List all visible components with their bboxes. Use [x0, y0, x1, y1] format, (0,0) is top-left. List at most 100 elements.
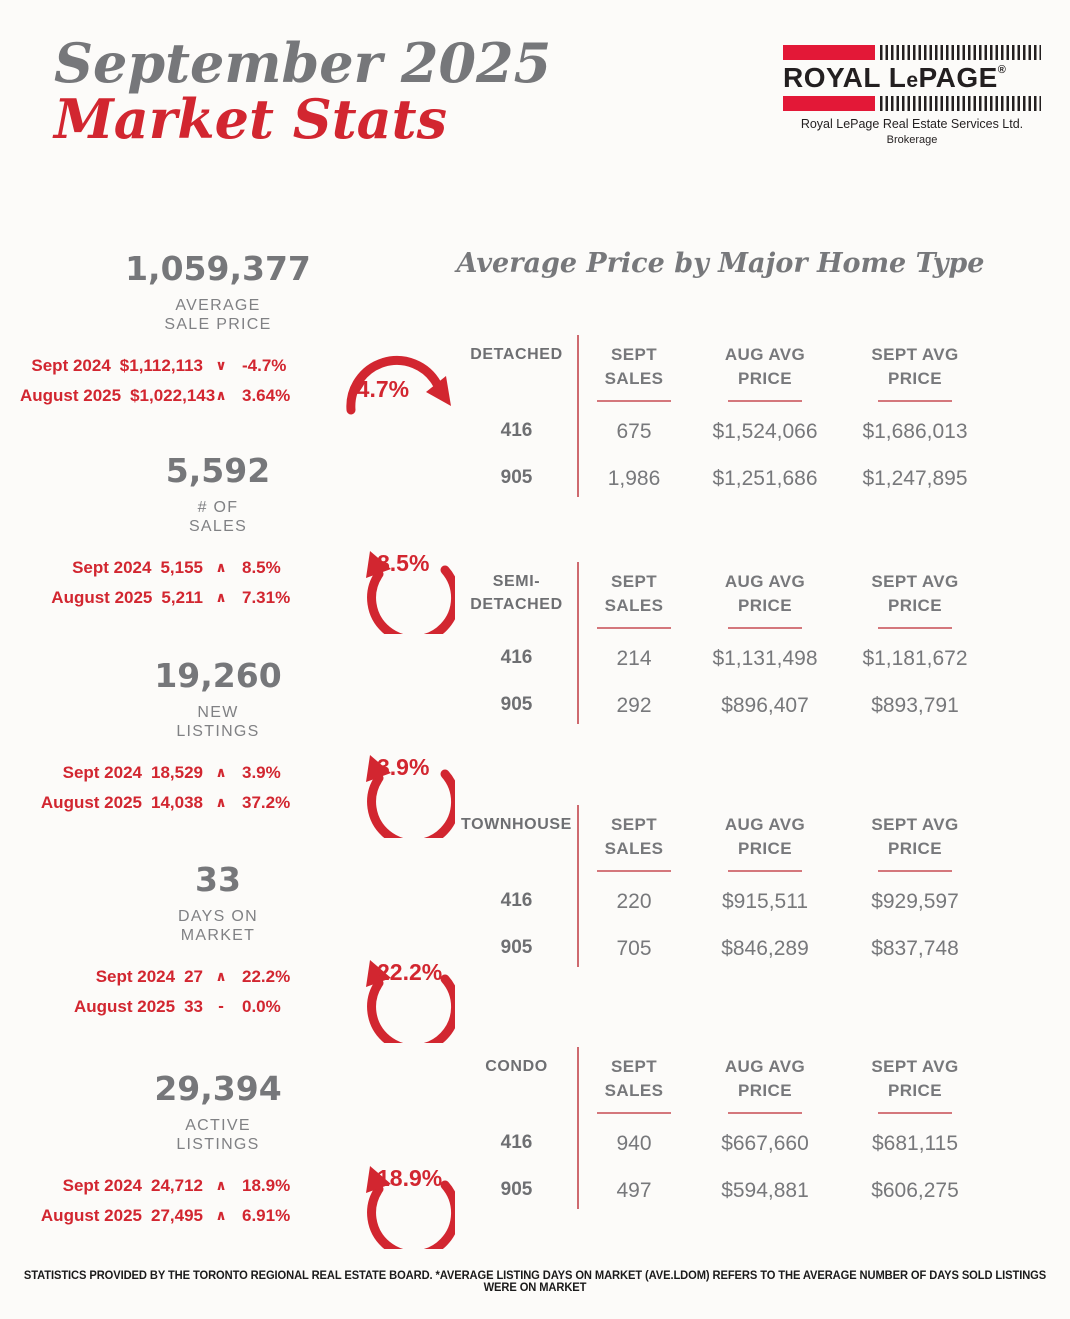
header-underline [728, 399, 802, 402]
trend-arrow-up: 8.5% [333, 548, 455, 634]
trend-arrow-up: 22.2% [333, 957, 455, 1043]
stat-active-listings: 29,394 ACTIVE LISTINGS Sept 2024 24,712 ∧… [8, 1070, 432, 1231]
region-label: 416 [500, 890, 533, 911]
home-type-label: CONDO [485, 1058, 548, 1075]
home-type-label: DETACHED [470, 346, 563, 363]
sept-sales-value: 705 [616, 937, 652, 960]
region-label: 416 [500, 647, 533, 668]
column-header-aug-avg-price: AUG AVG PRICE [724, 572, 806, 615]
sept-avg-price-value: $606,275 [871, 1179, 959, 1202]
comparison-change: 6.91% [242, 1205, 291, 1225]
comparison-row: August 2025 33 - 0.0% [20, 992, 320, 1022]
column-header-aug-avg-price: AUG AVG PRICE [724, 1057, 806, 1100]
chevron-down-icon: ∨ [215, 358, 227, 375]
comparison-change: 18.9% [242, 1175, 291, 1195]
comparison-value: $1,022,143 [130, 385, 216, 405]
stat-number-of-sales: 5,592 # OF SALES Sept 2024 5,155 ∧ 8.5% A… [8, 452, 432, 613]
comparison-period: August 2025 [40, 792, 142, 812]
comparison-period: Sept 2024 [95, 966, 176, 986]
header-underline [597, 1111, 671, 1114]
comparison-period: August 2025 [40, 1205, 142, 1225]
region-label: 905 [500, 694, 533, 715]
chevron-up-icon: ∧ [215, 590, 227, 607]
column-header-sept-avg-price: SEPT AVG PRICE [871, 572, 959, 615]
registered-trademark-icon: ® [997, 64, 1007, 76]
chevron-up-icon: ∧ [215, 765, 227, 782]
comparison-value: 5,211 [161, 587, 203, 607]
comparison-change: 7.31% [242, 587, 291, 607]
header-underline [728, 626, 802, 629]
comparison-period: Sept 2024 [31, 355, 111, 375]
curved-arrow-up-icon [366, 960, 455, 1043]
comparison-change: 37.2% [242, 792, 291, 812]
logo-stripes-icon [880, 96, 1041, 111]
table-divider [577, 1047, 579, 1209]
logo-top-bar [783, 45, 1041, 60]
table-divider [577, 562, 579, 724]
comparison-row: August 2025 14,038 ∧ 37.2% [20, 788, 320, 818]
header-underline [878, 869, 952, 872]
table-divider [577, 805, 579, 967]
trend-arrow-label: 18.9% [377, 1165, 443, 1191]
stat-value: 1,059,377 [125, 249, 311, 288]
aug-avg-price-value: $1,131,498 [712, 647, 818, 670]
comparison-value: 27 [184, 966, 203, 986]
comparison-change: 3.9% [242, 762, 281, 782]
comparison-value: 24,712 [151, 1175, 203, 1195]
region-label: 905 [500, 1179, 533, 1200]
trend-arrow-down: -4.7% [341, 348, 463, 434]
sept-sales-value: 675 [616, 420, 652, 443]
column-header-sept-sales: SEPT SALES [604, 572, 664, 615]
trend-arrow-up: 3.9% [333, 752, 455, 838]
column-header-sept-sales: SEPT SALES [604, 345, 664, 388]
column-header-aug-avg-price: AUG AVG PRICE [724, 345, 806, 388]
stat-value: 29,394 [154, 1069, 282, 1108]
comparison-period: Sept 2024 [62, 1175, 142, 1195]
comparison-value: 14,038 [151, 792, 203, 812]
page-title-month: September 2025 [54, 31, 552, 95]
sept-avg-price-value: $837,748 [871, 937, 959, 960]
sept-avg-price-value: $1,247,895 [862, 467, 968, 490]
chevron-up-icon: ∧ [215, 795, 227, 812]
header-underline [597, 399, 671, 402]
stat-label: # OF SALES [188, 498, 248, 535]
chevron-up-icon: ∧ [215, 1208, 227, 1225]
aug-avg-price-value: $667,660 [721, 1132, 809, 1155]
stat-label: DAYS ON MARKET [178, 907, 258, 944]
page-title: September 2025 Market Stats [54, 31, 552, 147]
stat-label: NEW LISTINGS [176, 703, 260, 740]
sept-avg-price-value: $929,597 [871, 890, 959, 913]
price-table-semi-detached: SEMI- DETACHED SEPT SALES AUG AVG PRICE … [455, 562, 990, 734]
table-divider [577, 335, 579, 497]
trend-arrow-up: 18.9% [333, 1163, 455, 1249]
trend-arrow-label: 3.9% [377, 754, 430, 780]
header-underline [878, 626, 952, 629]
trend-arrow-label: 8.5% [377, 550, 430, 576]
stat-comparison-rows: Sept 2024 24,712 ∧ 18.9% August 2025 27,49… [20, 1171, 320, 1231]
sept-avg-price-value: $681,115 [871, 1132, 959, 1155]
header-underline [597, 626, 671, 629]
aug-avg-price-value: $846,289 [721, 937, 809, 960]
comparison-change: 0.0% [242, 996, 281, 1016]
comparison-value: $1,112,113 [119, 355, 203, 375]
trend-arrow-label: -4.7% [349, 376, 410, 402]
logo-company-name: Royal LePage Real Estate Services Ltd. [800, 117, 1024, 131]
stat-comparison-rows: Sept 2024 5,155 ∧ 8.5% August 2025 5,211 ∧… [20, 553, 320, 613]
logo-wordmark-e: e [906, 69, 919, 92]
sept-sales-value: 1,986 [607, 467, 661, 490]
comparison-period: August 2025 [20, 385, 122, 405]
comparison-row: August 2025 $1,022,143 ∧ 3.64% [20, 381, 320, 411]
chevron-up-icon: ∧ [215, 560, 227, 577]
comparison-period: Sept 2024 [62, 762, 142, 782]
sept-sales-value: 292 [616, 694, 652, 717]
comparison-row: Sept 2024 18,529 ∧ 3.9% [20, 758, 320, 788]
price-table-townhouse: TOWNHOUSE SEPT SALES AUG AVG PRICE SEPT … [455, 805, 990, 977]
comparison-change: 22.2% [242, 966, 291, 986]
stat-new-listings: 19,260 NEW LISTINGS Sept 2024 18,529 ∧ 3.… [8, 657, 432, 818]
comparison-period: August 2025 [51, 587, 153, 607]
sept-sales-value: 940 [616, 1132, 652, 1155]
region-label: 416 [500, 420, 533, 441]
curved-arrow-up-icon [366, 1166, 455, 1249]
logo-red-bar-icon [783, 45, 875, 60]
header-underline [728, 869, 802, 872]
